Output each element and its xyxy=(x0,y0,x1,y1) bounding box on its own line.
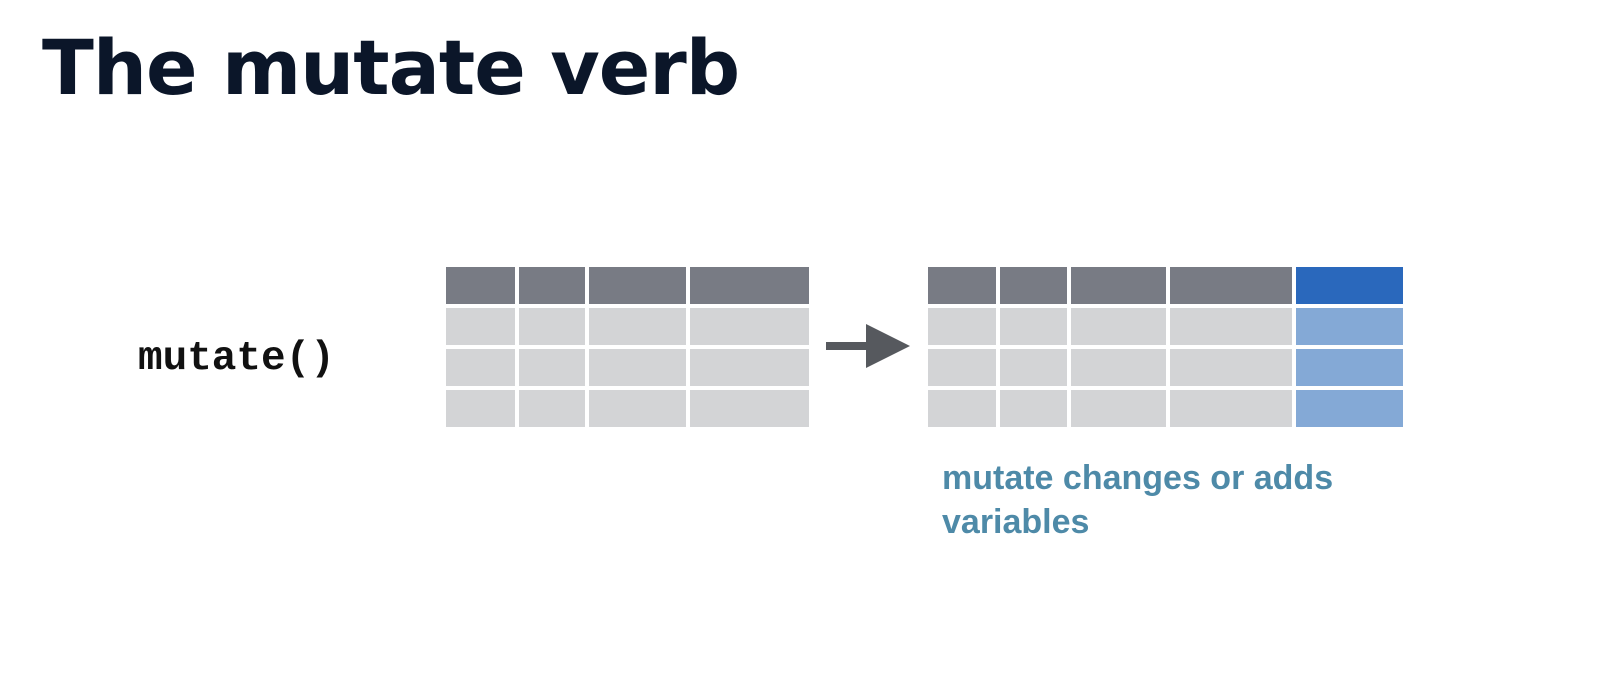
table-row xyxy=(446,349,809,386)
function-label: mutate() xyxy=(138,336,335,382)
body-cell xyxy=(928,390,996,427)
header-cell xyxy=(928,267,996,304)
body-cell xyxy=(446,390,515,427)
header-cell xyxy=(519,267,585,304)
body-cell xyxy=(1071,390,1166,427)
body-cell-new-variable xyxy=(1296,390,1403,427)
body-cell xyxy=(1170,390,1292,427)
body-cell xyxy=(1170,349,1292,386)
header-cell xyxy=(1071,267,1166,304)
slide-title: The mutate verb xyxy=(42,23,740,112)
header-cell-new-variable xyxy=(1296,267,1403,304)
body-cell xyxy=(690,349,809,386)
caption: mutate changes or adds variables xyxy=(942,459,1334,541)
header-row xyxy=(928,267,1403,304)
table-row xyxy=(928,349,1403,386)
body-cell xyxy=(1000,390,1067,427)
body-cell xyxy=(589,390,686,427)
table-row xyxy=(928,390,1403,427)
body-cell xyxy=(1071,308,1166,345)
body-cell xyxy=(1000,308,1067,345)
body-cell xyxy=(1071,349,1166,386)
body-cell-new-variable xyxy=(1296,308,1403,345)
header-cell xyxy=(589,267,686,304)
body-cell xyxy=(589,308,686,345)
body-cell xyxy=(446,349,515,386)
header-row xyxy=(446,267,809,304)
body-cell xyxy=(1000,349,1067,386)
body-cell xyxy=(519,349,585,386)
body-cell xyxy=(446,308,515,345)
body-cell xyxy=(928,308,996,345)
body-cell xyxy=(690,308,809,345)
table-row xyxy=(446,308,809,345)
body-cell xyxy=(690,390,809,427)
body-cell xyxy=(589,349,686,386)
header-cell xyxy=(690,267,809,304)
body-cell xyxy=(519,308,585,345)
body-cell xyxy=(1170,308,1292,345)
table-row xyxy=(928,308,1403,345)
arrow-right-icon xyxy=(826,324,910,368)
table-row xyxy=(446,390,809,427)
header-cell xyxy=(446,267,515,304)
body-cell xyxy=(519,390,585,427)
header-cell xyxy=(1170,267,1292,304)
header-cell xyxy=(1000,267,1067,304)
body-cell-new-variable xyxy=(1296,349,1403,386)
body-cell xyxy=(928,349,996,386)
